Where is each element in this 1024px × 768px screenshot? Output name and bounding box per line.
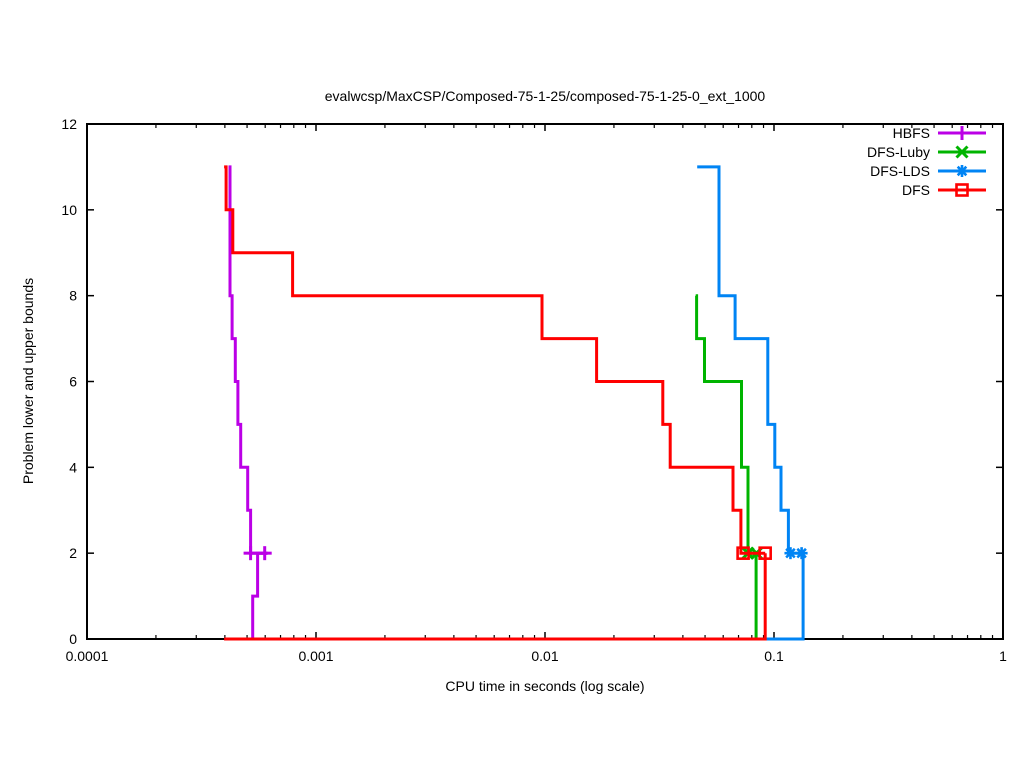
star-marker (795, 547, 808, 560)
legend-entry-dfs-lds: DFS-LDS (870, 163, 986, 179)
x-tick-label: 1 (999, 648, 1007, 664)
y-tick-label: 10 (61, 202, 77, 218)
series-hbfs-upper-bound (228, 165, 268, 555)
x-tick-label: 0.0001 (66, 648, 109, 664)
x-axis-minor-ticks (155, 124, 994, 639)
series-hbfs (228, 165, 272, 641)
plus-marker (243, 546, 258, 561)
legend-label: HBFS (893, 125, 930, 141)
square-open-marker (955, 183, 969, 197)
y-axis-ticks: 0 2 4 6 8 10 12 (61, 116, 1003, 647)
legend: HBFS DFS-Luby DFS-LDS DFS (867, 125, 986, 198)
square-open-marker (736, 546, 750, 560)
series-dfs-luby-upper-bound (695, 294, 757, 555)
legend-label: DFS (902, 182, 930, 198)
plus-marker (955, 126, 969, 140)
y-tick-label: 4 (69, 459, 77, 475)
series-dfs-lower-bound (224, 553, 767, 641)
y-tick-label: 0 (69, 631, 77, 647)
x-tick-label: 0.01 (531, 648, 558, 664)
x-axis-ticks: 0.0001 0.001 0.01 0.1 1 (66, 124, 1007, 664)
y-tick-label: 2 (69, 545, 77, 561)
series-dfs-upper-bound (224, 165, 766, 555)
legend-entry-hbfs: HBFS (893, 125, 986, 141)
series-dfs-markers (736, 546, 772, 560)
series-dfs-lds-upper-bound (697, 165, 805, 555)
x-tick-label: 0.001 (298, 648, 333, 664)
y-tick-label: 8 (69, 288, 77, 304)
series-dfs-lds-lower-bound (697, 553, 805, 641)
series-dfs-luby-lower-bound (695, 553, 758, 641)
legend-entry-dfs-luby: DFS-Luby (867, 144, 986, 160)
square-open-marker (758, 546, 772, 560)
legend-label: DFS-LDS (870, 163, 930, 179)
x-axis-label: CPU time in seconds (log scale) (445, 678, 645, 694)
series-dfs-lds-markers (784, 547, 808, 560)
cross-marker (955, 145, 969, 159)
series-hbfs-lower-bound (228, 551, 268, 641)
series-hbfs-markers (243, 546, 272, 561)
legend-label: DFS-Luby (867, 144, 930, 160)
x-tick-label: 0.1 (764, 648, 784, 664)
y-axis-label: Problem lower and upper bounds (20, 277, 36, 485)
plot-border (86, 123, 1004, 640)
series-dfs (224, 165, 772, 641)
series-dfs-lds (697, 165, 808, 641)
plus-marker (257, 546, 272, 561)
chart-title: evalwcsp/MaxCSP/Composed-75-1-25/compose… (324, 88, 766, 104)
y-tick-label: 6 (69, 374, 77, 390)
star-marker (784, 547, 797, 560)
y-tick-label: 12 (61, 116, 77, 132)
legend-entry-dfs: DFS (902, 182, 986, 198)
star-marker (956, 165, 968, 177)
